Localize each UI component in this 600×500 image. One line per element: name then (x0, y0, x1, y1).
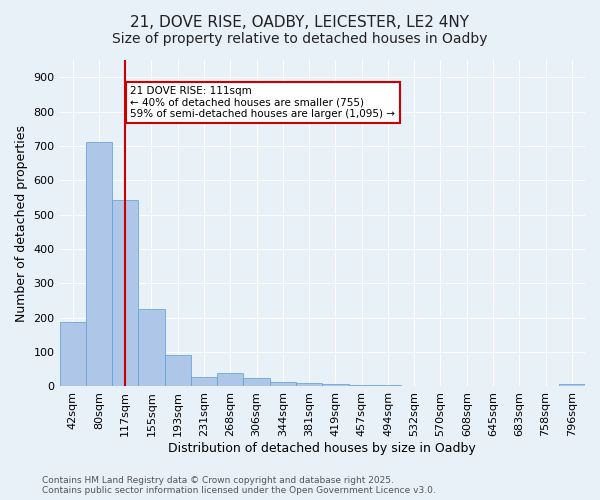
Bar (139, 310, 164, 386)
Bar (164, 355, 191, 386)
Bar (322, 384, 349, 386)
Bar (244, 378, 270, 386)
Y-axis label: Number of detached properties: Number of detached properties (15, 124, 28, 322)
Bar (559, 384, 585, 386)
Bar (296, 383, 322, 386)
Bar (112, 200, 139, 386)
X-axis label: Distribution of detached houses by size in Oadby: Distribution of detached houses by size … (169, 442, 476, 455)
Bar (86, 142, 112, 386)
Bar (217, 373, 244, 386)
Text: Size of property relative to detached houses in Oadby: Size of property relative to detached ho… (112, 32, 488, 46)
Bar (59, 322, 86, 386)
Bar (349, 385, 375, 386)
Bar (191, 377, 217, 386)
Text: 21 DOVE RISE: 111sqm
← 40% of detached houses are smaller (755)
59% of semi-deta: 21 DOVE RISE: 111sqm ← 40% of detached h… (130, 86, 395, 119)
Text: 21, DOVE RISE, OADBY, LEICESTER, LE2 4NY: 21, DOVE RISE, OADBY, LEICESTER, LE2 4NY (131, 15, 470, 30)
Text: Contains HM Land Registry data © Crown copyright and database right 2025.
Contai: Contains HM Land Registry data © Crown c… (42, 476, 436, 495)
Bar (270, 382, 296, 386)
